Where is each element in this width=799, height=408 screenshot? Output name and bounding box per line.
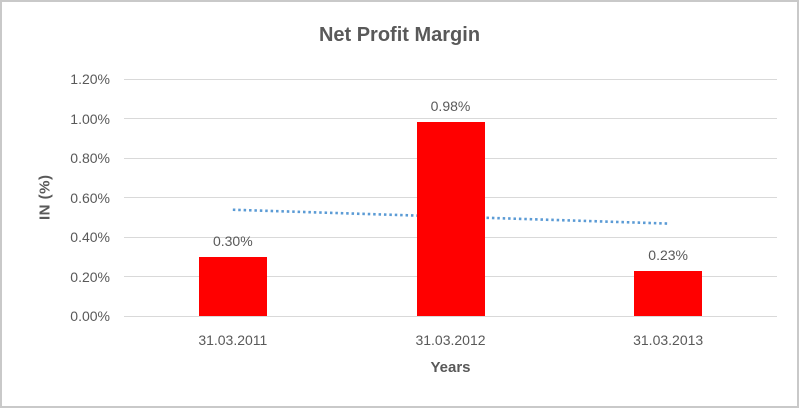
bar-data-label: 0.98% [430,98,471,115]
bar-data-label: 0.23% [648,246,688,263]
chart-title: Net Profit Margin [318,24,481,46]
bar [416,122,485,316]
x-tick-label: 31.03.2012 [415,332,486,348]
x-axis-title: Years [430,359,471,376]
plot-area: 0.30% 0.98% 0.23% [124,78,777,317]
y-tick-label: 0.20% [70,268,110,285]
bar [634,270,703,316]
y-tick-label: 0.00% [70,308,110,324]
y-tick-label: 1.20% [70,71,110,87]
x-tick-label: 31.03.2011 [198,332,268,348]
gridline [124,78,777,80]
y-tick-label: 0.80% [70,150,110,166]
y-tick-label: 1.00% [70,110,110,127]
gridline [124,118,777,119]
x-tick-label: 31.03.2013 [633,332,704,348]
bar [198,256,267,316]
y-tick-label: 0.60% [70,189,110,206]
gridline [124,315,777,317]
bar-data-label: 0.30% [212,232,253,249]
y-tick-label: 0.40% [70,229,110,245]
